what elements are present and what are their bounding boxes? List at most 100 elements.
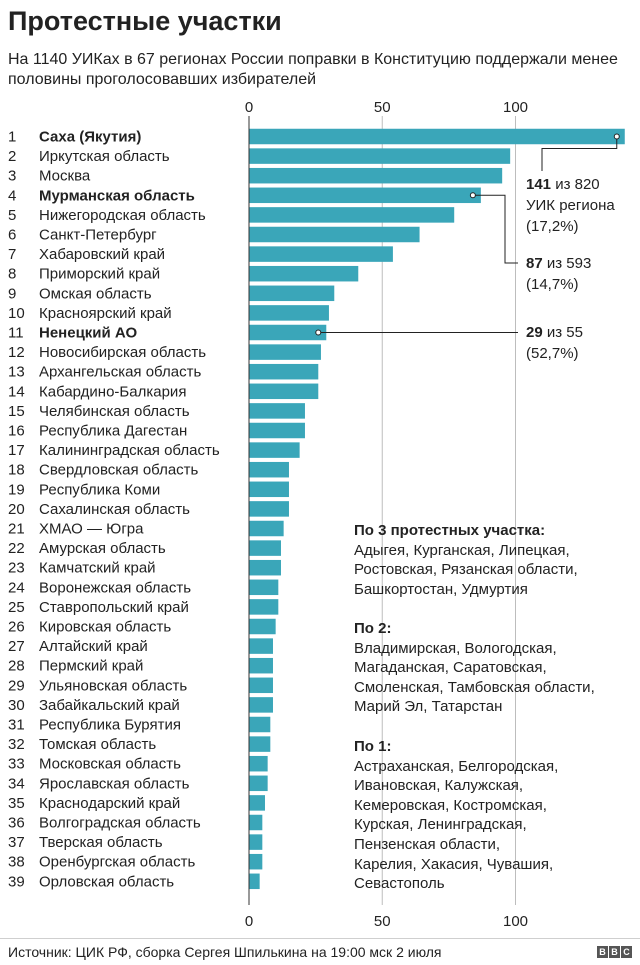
bar [249, 618, 276, 635]
note-three-sites: По 3 протестных участка: Адыгея, Курганс… [354, 521, 578, 599]
source-note: Источник: ЦИК РФ, сборка Сергея Шпилькин… [8, 944, 442, 960]
bar [249, 167, 503, 184]
rank-label: 4 [8, 187, 16, 204]
bar [249, 324, 327, 341]
region-label: Пермский край [39, 658, 143, 675]
note-line: Астраханская, Белгородская, [354, 757, 559, 775]
footer-divider [0, 938, 640, 939]
bar [249, 305, 329, 321]
note-line: Марий Эл, Татарстан [354, 698, 503, 716]
rank-label: 6 [8, 227, 16, 244]
bbc-logo: B B C [597, 946, 632, 958]
region-label: Ненецкий АО [39, 325, 138, 342]
callout-dot [613, 133, 620, 140]
region-label: Нижегородская область [39, 207, 206, 224]
region-label: Москва [39, 168, 91, 185]
rank-label: 11 [8, 325, 24, 342]
rank-label: 22 [8, 540, 25, 557]
region-label: Оренбургская область [39, 854, 195, 871]
note-line: Магаданская, Саратовская, [354, 659, 547, 677]
bar [249, 481, 289, 498]
bar [249, 775, 268, 792]
rank-label: 37 [8, 834, 25, 851]
note-line: Ивановская, Калужская, [354, 777, 524, 795]
x-tick-label-bottom: 0 [245, 913, 253, 930]
callout-dot [315, 329, 322, 336]
region-label: Архангельская область [39, 364, 201, 381]
bar [249, 461, 289, 478]
rank-label: 34 [8, 775, 25, 792]
region-label: Ульяновская область [39, 677, 187, 694]
note-line: Адыгея, Курганская, Липецкая, [354, 541, 570, 559]
region-label: Кабардино-Балкария [39, 383, 186, 400]
bar [249, 520, 284, 537]
bar [249, 226, 420, 243]
callout-value-label: 29 из 55 [526, 324, 583, 341]
region-label: Санкт-Петербург [39, 227, 157, 244]
region-label: Забайкальский край [39, 697, 180, 714]
bar [249, 128, 625, 145]
region-label: Московская область [39, 756, 181, 773]
bar [249, 834, 263, 850]
rank-label: 9 [8, 285, 16, 302]
rank-label: 33 [8, 756, 25, 773]
bar [249, 716, 271, 733]
rank-label: 39 [8, 873, 25, 890]
bar [249, 403, 305, 419]
callout-detail-label: (17,2%) [526, 218, 579, 235]
bar [249, 657, 273, 674]
note-line: Карелия, Хакасия, Чувашия, [354, 855, 554, 873]
x-tick-label-top: 100 [503, 99, 528, 116]
rank-label: 10 [8, 305, 25, 322]
callout-detail-label: УИК региона [526, 197, 615, 214]
region-label: Новосибирская область [39, 344, 206, 361]
bar [249, 422, 305, 439]
bar [249, 873, 260, 890]
rank-label: 17 [8, 442, 25, 459]
rank-label: 14 [8, 383, 25, 400]
region-label: Орловская область [39, 873, 174, 890]
chart-title: Протестные участки [8, 6, 282, 36]
note-line: Кемеровская, Костромская, [354, 796, 547, 814]
bar [249, 187, 481, 204]
region-label: Свердловская область [39, 462, 199, 479]
region-label: Томская область [39, 736, 156, 753]
bar [249, 265, 359, 282]
region-label: Хабаровский край [39, 246, 165, 263]
callout-value-label: 87 из 593 [526, 255, 591, 272]
note-line: Севастополь [354, 875, 445, 893]
note-two-sites: По 2: Владимирская, Вологодская, Магадан… [354, 619, 595, 717]
region-label: Республика Дагестан [39, 423, 187, 440]
rank-label: 18 [8, 462, 25, 479]
bar [249, 677, 273, 694]
x-tick-label-bottom: 50 [374, 913, 391, 930]
bar [249, 148, 511, 164]
bar [249, 579, 279, 596]
callout-dot [469, 192, 476, 199]
bar [249, 207, 455, 223]
bar [249, 853, 263, 870]
note-heading: По 1: [354, 738, 392, 755]
region-label: Иркутская область [39, 148, 170, 165]
bar [249, 246, 393, 262]
bar [249, 285, 335, 302]
rank-label: 31 [8, 717, 25, 734]
rank-label: 2 [8, 148, 16, 165]
region-label: Волгоградская область [39, 815, 201, 832]
rank-label: 5 [8, 207, 16, 224]
rank-label: 38 [8, 854, 25, 871]
rank-label: 25 [8, 599, 25, 616]
rank-label: 21 [8, 521, 25, 538]
region-label: Сахалинская область [39, 501, 190, 518]
bar [249, 795, 265, 811]
callout-value-label: 141 из 820 [526, 176, 600, 193]
region-label: Камчатский край [39, 560, 156, 577]
bar [249, 559, 281, 576]
rank-label: 8 [8, 266, 16, 283]
region-label: Воронежская область [39, 579, 191, 596]
rank-label: 23 [8, 560, 25, 577]
region-label: Калининградская область [39, 442, 220, 459]
region-label: Амурская область [39, 540, 166, 557]
x-tick-label-top: 0 [245, 99, 253, 116]
region-label: Алтайский край [39, 638, 148, 655]
